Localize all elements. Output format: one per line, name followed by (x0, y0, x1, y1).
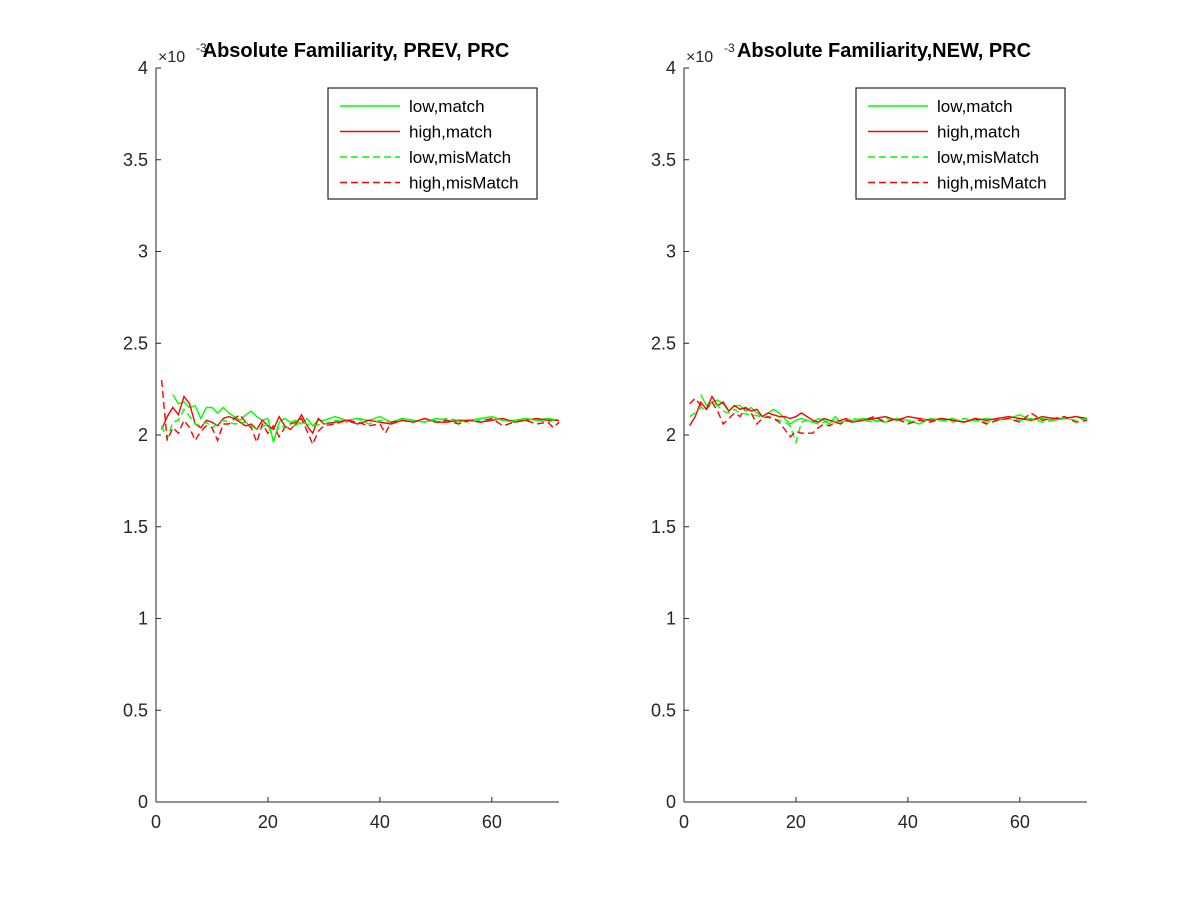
x-tick-label: 40 (898, 812, 918, 832)
y-tick-label: 1.5 (123, 517, 148, 537)
legend-label: low,match (409, 97, 485, 116)
y-tick-label: 0.5 (651, 700, 676, 720)
y-tick-label: 3 (138, 242, 148, 262)
plot-area: 00.511.522.533.540 20 40 60 (651, 58, 1088, 832)
x-tick-label: 0 (679, 812, 689, 832)
legend-label: low,misMatch (409, 148, 511, 167)
y-tick-label: 2.5 (651, 333, 676, 353)
y-tick-label: 2 (138, 425, 148, 445)
y-exponent-power: -3 (196, 41, 207, 55)
plot-area: 00.511.522.533.540 20 40 60 (123, 58, 560, 832)
y-tick-label: 4 (666, 58, 676, 78)
x-tick-label: 60 (1010, 812, 1030, 832)
y-exponent-power: -3 (724, 41, 735, 55)
x-tick-label: 0 (151, 812, 161, 832)
y-tick-label: 0 (138, 792, 148, 812)
series-line-high-match (689, 394, 1088, 427)
subplot-new: ×10 -3 Absolute Familiarity,NEW, PRC 0 0.… (651, 40, 1088, 832)
series-line-high-mismatch (160, 379, 560, 446)
chart-title: Absolute Familiarity, PREV, PRC (203, 40, 510, 62)
y-tick-label: 3 (666, 242, 676, 262)
legend-label: high,misMatch (409, 174, 519, 193)
y-tick-label: 1 (666, 609, 676, 629)
x-tick-label: 20 (258, 812, 278, 832)
legend-label: low,match (937, 97, 1013, 116)
legend: low,match high,match low,misMatch high,misM… (855, 87, 1066, 200)
chart-title: Absolute Familiarity,NEW, PRC (737, 40, 1031, 62)
subplot-prev: ×10 -3 Absolute Familiarity, PREV, PRC 0… (123, 40, 560, 832)
legend-label: low,misMatch (937, 148, 1039, 167)
legend: low,match high,match low,misMatch high,misM… (327, 87, 538, 200)
legend-label: high,match (409, 123, 492, 142)
y-tick-label: 1.5 (651, 517, 676, 537)
x-tick-label: 60 (482, 812, 502, 832)
y-tick-label: 3.5 (123, 150, 148, 170)
y-tick-label: 1 (138, 609, 148, 629)
series-line-high-match (160, 394, 559, 435)
x-tick-label: 20 (786, 812, 806, 832)
legend-label: high,misMatch (937, 174, 1047, 193)
x-tick-label: 40 (370, 812, 390, 832)
y-tick-label: 2.5 (123, 333, 148, 353)
y-tick-label: 4 (138, 58, 148, 78)
y-exponent-label: ×10 (686, 49, 713, 66)
y-tick-label: 0.5 (123, 700, 148, 720)
y-tick-label: 0 (666, 792, 676, 812)
y-tick-label: 2 (666, 425, 676, 445)
series-line-low-mismatch (160, 407, 560, 443)
legend-label: high,match (937, 123, 1020, 142)
y-exponent-label: ×10 (158, 49, 185, 66)
series-line-high-mismatch (689, 397, 1088, 438)
y-tick-label: 3.5 (651, 150, 676, 170)
